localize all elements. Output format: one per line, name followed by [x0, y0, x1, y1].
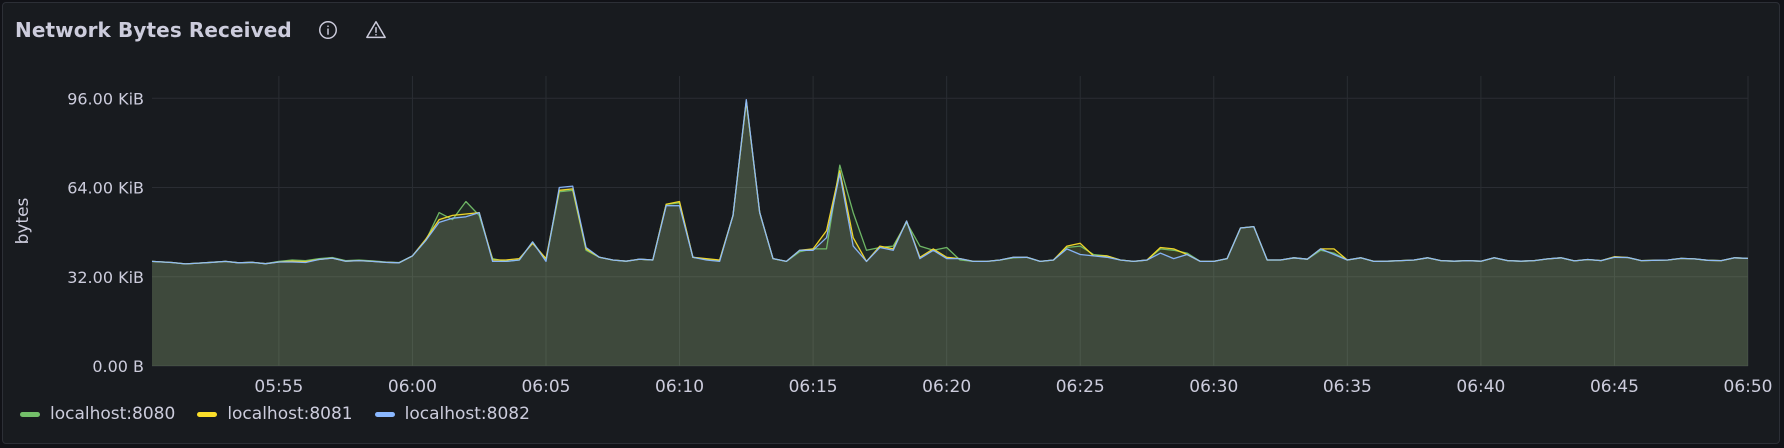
y-axis-label: bytes [13, 197, 33, 244]
warning-icon[interactable] [364, 18, 388, 42]
y-tick-label: 0.00 B [92, 357, 144, 376]
legend-swatch-8082 [374, 411, 395, 417]
legend-item-8082[interactable]: localhost:8082 [374, 404, 530, 424]
y-tick-label: 64.00 KiB [67, 179, 144, 198]
legend-item-8080[interactable]: localhost:8080 [20, 404, 175, 424]
x-tick-label: 06:40 [1456, 377, 1505, 397]
series-area-1 [152, 101, 1748, 366]
x-tick-label: 06:20 [922, 377, 971, 397]
series-area-0 [152, 101, 1748, 366]
x-tick-label: 06:50 [1724, 377, 1773, 397]
x-tick-label: 06:10 [655, 377, 704, 397]
x-tick-label: 06:15 [789, 377, 838, 397]
x-tick-label: 06:35 [1323, 377, 1372, 397]
series-line-2 [151, 99, 1749, 265]
network-bytes-chart[interactable]: 0.00 B 32.00 KiB 64.00 KiB 96.00 KiB 05:55 06… [0, 0, 1784, 400]
x-tick-label: 06:30 [1189, 377, 1238, 397]
legend-item-8081[interactable]: localhost:8081 [197, 404, 353, 424]
x-tick-label: 06:25 [1056, 377, 1105, 397]
legend-label-8080: localhost:8080 [50, 404, 176, 424]
panel-title[interactable]: Network Bytes Received [15, 18, 292, 42]
x-tick-label: 06:00 [388, 377, 437, 397]
series-line-1 [151, 100, 1749, 265]
legend-swatch-8081 [197, 411, 218, 417]
legend: localhost:8080 localhost:8081 localhost:… [20, 404, 530, 424]
x-tick-label: 06:05 [521, 377, 570, 397]
info-icon[interactable] [316, 18, 340, 42]
series-area-2 [152, 99, 1748, 366]
legend-label-8082: localhost:8082 [404, 404, 530, 424]
legend-swatch-8080 [20, 411, 40, 417]
legend-label-8081: localhost:8081 [227, 404, 353, 424]
grid-lines [152, 76, 1749, 367]
x-tick-label: 06:45 [1590, 377, 1639, 397]
panel-header: Network Bytes Received [15, 15, 388, 45]
series-line-0 [151, 100, 1749, 265]
y-tick-label: 96.00 KiB [67, 89, 144, 108]
y-tick-label: 32.00 KiB [67, 268, 144, 287]
x-tick-label: 05:55 [254, 377, 303, 397]
